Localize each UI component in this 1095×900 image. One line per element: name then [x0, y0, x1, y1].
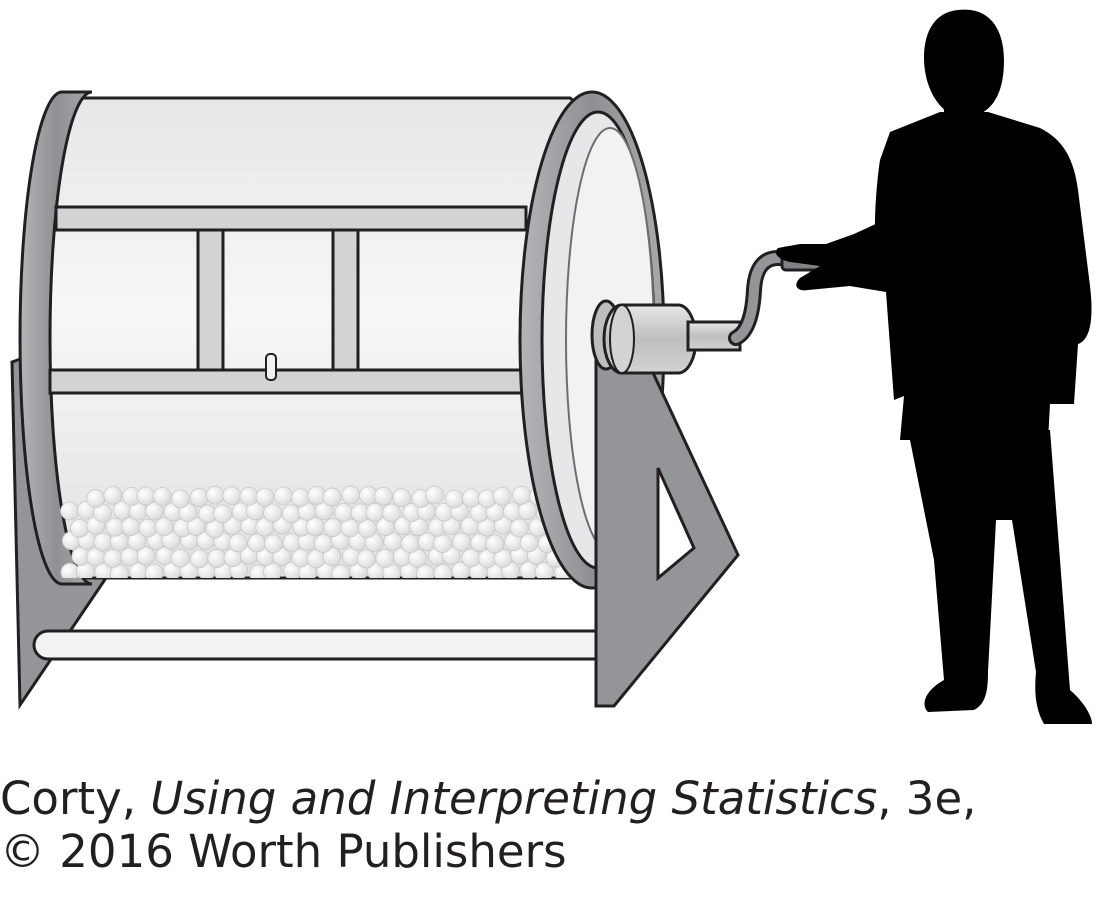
ball [239, 486, 259, 506]
ball [322, 487, 342, 507]
ball [461, 488, 481, 508]
ball [263, 562, 282, 578]
ball [313, 534, 333, 553]
caption: Corty, Using and Interpreting Statistics… [0, 772, 976, 878]
ball [190, 549, 209, 569]
ball [509, 518, 529, 538]
lottery-drum-illustration [10, 9, 1092, 724]
caption-line-2: © 2016 Worth Publishers [0, 825, 567, 878]
caption-book-title: Using and Interpreting Statistics [150, 772, 878, 825]
ball [433, 534, 452, 553]
ball [170, 548, 190, 568]
ball [281, 504, 301, 524]
right-stand [594, 343, 740, 708]
ball [322, 547, 342, 566]
ball [373, 486, 393, 506]
ball [60, 501, 80, 521]
ball [290, 488, 310, 508]
caption-line-1: Corty, Using and Interpreting Statistics… [0, 772, 976, 825]
ball [105, 517, 125, 537]
ball [247, 533, 267, 553]
ball [213, 504, 232, 524]
drum [18, 90, 614, 586]
ball [186, 517, 206, 536]
ball [70, 518, 89, 538]
ball [86, 489, 106, 508]
ball [205, 485, 225, 505]
ball [228, 533, 248, 553]
ball [93, 532, 113, 552]
ball [222, 486, 242, 506]
ball [323, 518, 343, 538]
ball [341, 485, 361, 505]
ball [365, 502, 385, 522]
ball [534, 562, 554, 578]
ball [144, 563, 164, 578]
ball [154, 517, 174, 537]
ball [375, 549, 395, 568]
axle-hub [590, 299, 742, 375]
ball [136, 546, 156, 566]
ball [152, 487, 172, 506]
ball [207, 549, 227, 568]
ball [138, 518, 158, 538]
ball [331, 564, 351, 578]
ball [189, 488, 209, 507]
caption-author: Corty, [0, 772, 151, 825]
ball [485, 534, 505, 554]
ball [392, 488, 412, 508]
ball [400, 534, 420, 554]
ball [263, 503, 282, 523]
ball [512, 485, 531, 505]
caption-edition: , 3e, [877, 772, 977, 825]
ball [144, 501, 164, 521]
ball [433, 564, 453, 578]
ball [357, 519, 377, 539]
ball [263, 534, 283, 554]
ball [334, 503, 354, 522]
ball [356, 549, 376, 569]
ball [452, 532, 472, 552]
ball [136, 486, 156, 506]
ball [103, 548, 123, 568]
ball [273, 486, 293, 506]
ball [255, 487, 275, 507]
ball [170, 489, 190, 509]
ball [425, 485, 445, 505]
man-silhouette [775, 9, 1092, 724]
ball [444, 489, 464, 509]
ball [103, 485, 123, 505]
ball [382, 503, 401, 523]
bottom-bar [32, 629, 612, 661]
ball [492, 486, 512, 506]
